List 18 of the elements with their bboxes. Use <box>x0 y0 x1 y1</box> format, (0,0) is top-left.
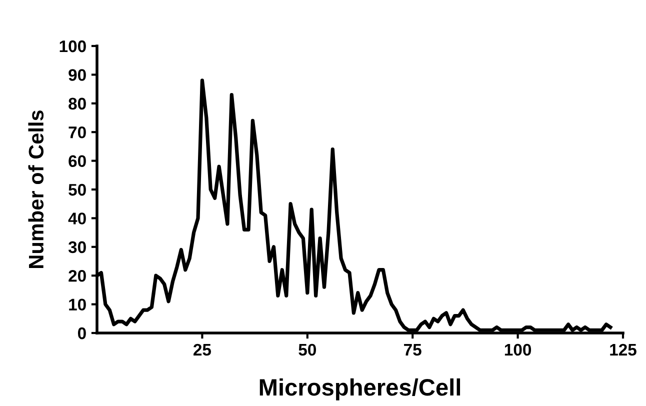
x-tick-label: 75 <box>404 344 422 356</box>
y-tick-label: 90 <box>68 69 86 81</box>
y-tick-label: 80 <box>68 98 86 110</box>
y-tick-label: 50 <box>68 184 86 196</box>
y-tick-label: 40 <box>68 212 86 224</box>
y-tick-label: 100 <box>60 40 86 52</box>
y-tick-label: 10 <box>69 298 86 311</box>
y-tick-label: 60 <box>68 155 86 168</box>
x-tick-label: 100 <box>504 344 532 356</box>
y-tick-label: 70 <box>68 126 86 138</box>
y-tick-label: 0 <box>78 327 86 340</box>
x-tick-label: 50 <box>298 344 316 356</box>
x-axis-title: Microspheres/Cell <box>260 378 460 400</box>
y-axis-title: Number of Cells <box>28 110 44 268</box>
x-tick-label: 25 <box>194 344 212 356</box>
y-tick-label: 20 <box>68 270 86 282</box>
y-tick-label: 30 <box>68 241 86 254</box>
x-tick-label: 125 <box>610 344 636 356</box>
